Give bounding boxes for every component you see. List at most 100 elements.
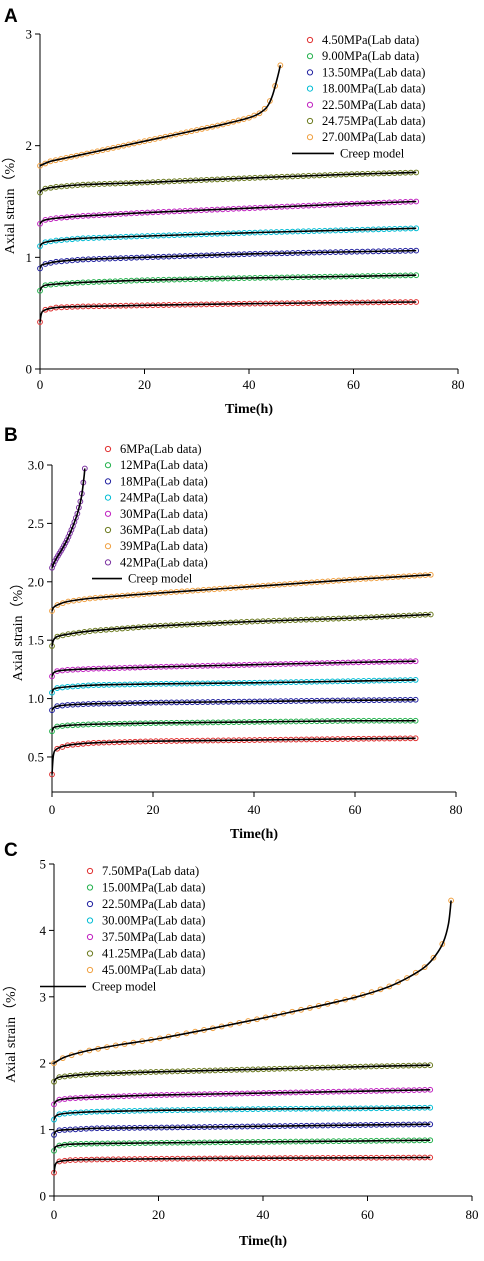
legend-marker: [306, 85, 314, 92]
series-5: [49, 658, 419, 680]
y-tick-label: 2.5: [28, 516, 44, 531]
legend-marker: [86, 917, 94, 924]
series-3: [49, 696, 419, 714]
series-8: [49, 465, 88, 571]
legend-marker: [306, 36, 314, 44]
data-point: [430, 954, 437, 961]
legend-marker: [86, 900, 94, 908]
data-point: [386, 983, 393, 990]
x-tick-label: 0: [49, 802, 56, 817]
data-point: [59, 1055, 66, 1062]
x-tick-label: 80: [452, 377, 465, 392]
y-tick-label: 1: [26, 250, 33, 265]
data-point: [49, 707, 55, 714]
series-4: [51, 1104, 434, 1123]
legend-entry: 41.25MPa(Lab data): [102, 947, 205, 961]
creep-model-line: [53, 900, 452, 1064]
data-point: [61, 542, 67, 549]
legend-entry: 7.50MPa(Lab data): [102, 864, 199, 878]
data-point: [54, 745, 61, 752]
data-point: [49, 564, 55, 571]
series-6: [37, 169, 420, 196]
x-tick-label: 20: [138, 377, 151, 392]
data-point: [50, 561, 57, 568]
y-tick-label: 1.5: [28, 633, 44, 648]
creep-model-line: [53, 1156, 431, 1173]
legend-model-label: Creep model: [340, 146, 405, 160]
legend-marker: [306, 69, 314, 76]
legend-marker: [104, 462, 112, 469]
x-tick-label: 60: [361, 1207, 374, 1222]
y-axis-title: Axial strain（%）: [3, 977, 19, 1082]
data-point: [59, 545, 66, 552]
legend-entry: 15.00MPa(Lab data): [102, 881, 205, 895]
legend-entry: 42MPa(Lab data): [120, 555, 208, 569]
data-point: [52, 558, 58, 564]
panel-label: C: [4, 840, 18, 861]
x-tick-label: 40: [243, 377, 256, 392]
legend-marker: [306, 53, 314, 60]
legend-marker: [104, 445, 112, 453]
legend-entry: 30MPa(Lab data): [120, 507, 208, 521]
data-point: [404, 975, 410, 981]
legend: 7.50MPa(Lab data) 15.00MPa(Lab data) 22.50…: [40, 864, 205, 994]
y-tick-label: 5: [40, 857, 47, 872]
data-point: [256, 110, 263, 117]
x-tick-label: 20: [152, 1207, 165, 1222]
series-4: [37, 225, 420, 250]
series-6: [51, 1062, 434, 1085]
legend-entry: 4.50MPa(Lab data): [322, 33, 419, 47]
series-1: [49, 735, 419, 778]
data-point: [67, 530, 73, 537]
legend-entry: 18.00MPa(Lab data): [322, 82, 425, 96]
data-point: [51, 1116, 57, 1123]
legend-marker: [104, 526, 112, 534]
legend-marker: [86, 966, 94, 974]
creep-model-line: [51, 737, 416, 775]
legend-entry: 22.50MPa(Lab data): [102, 897, 205, 911]
legend-marker: [104, 543, 112, 550]
creep-model-line: [53, 1123, 431, 1136]
creep-model-line: [51, 719, 416, 732]
x-tick-label: 40: [257, 1207, 270, 1222]
y-tick-label: 0.5: [28, 749, 44, 764]
series-2: [51, 1137, 434, 1154]
data-point: [51, 1132, 57, 1138]
x-tick-label: 60: [347, 377, 360, 392]
creep-model-line: [39, 274, 417, 292]
series-2: [37, 272, 420, 294]
panel-label: A: [4, 6, 18, 27]
legend-marker: [306, 101, 314, 108]
series-4: [49, 676, 419, 696]
series-7: [51, 897, 455, 1067]
legend-marker: [306, 134, 314, 141]
data-point: [37, 265, 43, 272]
legend-marker: [86, 950, 94, 957]
data-point: [37, 189, 43, 196]
legend-marker: [104, 559, 112, 566]
y-tick-label: 3: [26, 27, 33, 42]
y-axis-title: Axial strain（%）: [2, 149, 18, 254]
x-tick-label: 80: [466, 1207, 479, 1222]
y-tick-label: 3.0: [28, 458, 44, 473]
legend-entry: 12MPa(Lab data): [120, 458, 208, 472]
creep-model-line: [51, 679, 416, 694]
x-axis-title: Time(h): [239, 1234, 287, 1249]
creep-model-line: [51, 613, 431, 647]
series-1: [37, 299, 420, 326]
legend: 4.50MPa(Lab data) 9.00MPa(Lab data) 13.50M…: [292, 33, 425, 160]
x-axis-title: Time(h): [230, 827, 278, 842]
legend-marker: [86, 867, 94, 875]
creep-model-line: [51, 468, 86, 569]
creep-model-line: [39, 301, 417, 323]
data-point: [412, 969, 419, 976]
y-tick-label: 1.0: [28, 691, 44, 706]
series-6: [49, 611, 434, 649]
legend-entry: 36MPa(Lab data): [120, 523, 208, 537]
creep-model-line: [51, 573, 431, 612]
data-point: [51, 1078, 57, 1085]
legend-entry: 30.00MPa(Lab data): [102, 914, 205, 928]
x-axis-title: Time(h): [225, 402, 273, 417]
legend-entry: 37.50MPa(Lab data): [102, 930, 205, 944]
legend-marker: [86, 884, 94, 891]
